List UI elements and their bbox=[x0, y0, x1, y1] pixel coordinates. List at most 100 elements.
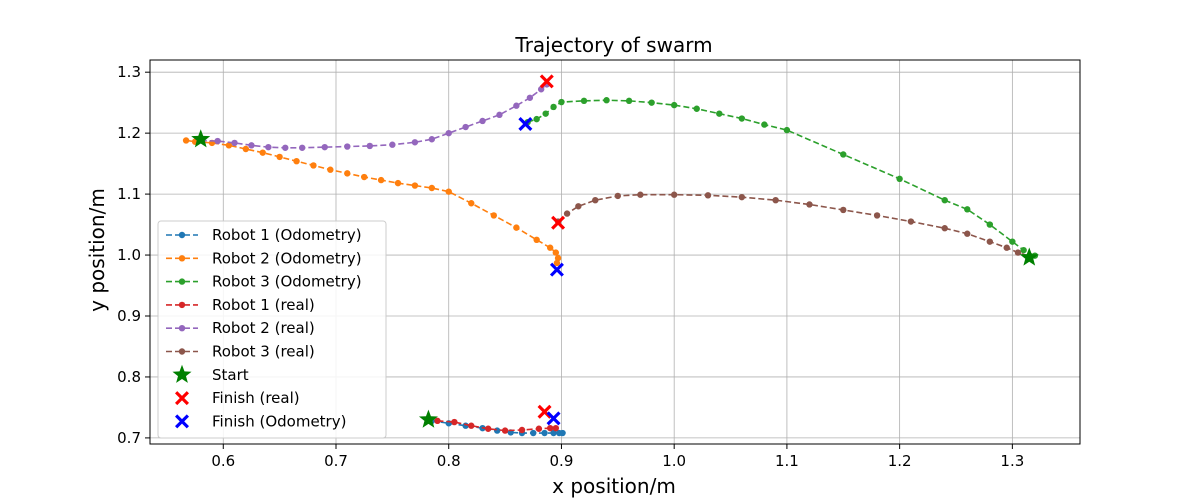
x-tick-label: 1.0 bbox=[662, 452, 686, 470]
robot-2-odometry-point bbox=[293, 157, 300, 165]
legend-label: Finish (real) bbox=[212, 389, 300, 407]
axis-ticks: 0.6 0.7 0.8 0.9 1.0 1.1 1.2 1.3 0.7 0.8 0.9 1.0 1.1 1… bbox=[117, 63, 1024, 470]
plot-frame bbox=[149, 59, 1081, 445]
x-tick-label: 1.1 bbox=[775, 452, 799, 470]
robot-1-real-point bbox=[501, 427, 509, 434]
robot-2-odometry-point bbox=[533, 236, 540, 244]
robot-2-odometry-point bbox=[394, 179, 402, 187]
legend-item-start: Start bbox=[172, 364, 249, 384]
x-tick-label: 0.8 bbox=[437, 452, 461, 470]
robot-2-odometry-point bbox=[411, 182, 419, 189]
robot-2-real-point bbox=[428, 136, 436, 143]
robot-2-real-point bbox=[214, 137, 221, 145]
robot-2-real-point bbox=[479, 117, 486, 125]
legend-label: Robot 1 (real) bbox=[212, 296, 315, 314]
robot-2-odometry-point bbox=[445, 188, 452, 195]
robot-1-real-point bbox=[451, 418, 458, 426]
robot-2-odometry-point bbox=[468, 200, 475, 207]
robot-2-odometry-point bbox=[242, 145, 250, 153]
legend-x-icon bbox=[175, 414, 189, 429]
robot-3-real-point bbox=[637, 191, 644, 198]
robot-2-real-point bbox=[298, 144, 306, 151]
robot-3-real-point bbox=[563, 210, 571, 217]
legend-swatch-marker bbox=[178, 348, 186, 355]
robot-3-real-point bbox=[592, 196, 599, 204]
legend-star-icon bbox=[172, 364, 192, 383]
legend-label: Robot 2 (real) bbox=[212, 319, 315, 337]
y-tick-label: 1.2 bbox=[117, 124, 141, 142]
robot-2-odometry-point bbox=[327, 166, 334, 173]
robot-3-odometry-point bbox=[693, 105, 700, 112]
robot-3-real-point bbox=[806, 201, 813, 208]
legend-label: Robot 3 (Odometry) bbox=[212, 273, 362, 291]
robot-3-odometry-point bbox=[542, 110, 549, 117]
robot-3-real-point bbox=[670, 191, 678, 198]
robot-3-odometry-point bbox=[716, 110, 723, 117]
robot-3-odometry-point bbox=[550, 103, 557, 111]
robot-2-odometry-point bbox=[276, 153, 283, 161]
robot-2-real-point bbox=[265, 143, 272, 151]
robot-3-odometry-point bbox=[533, 115, 540, 123]
legend-item-robot-3-odometry: Robot 3 (Odometry) bbox=[166, 273, 362, 291]
robot-2-odometry-point bbox=[360, 173, 368, 181]
robot-3-real-point bbox=[873, 212, 881, 219]
legend-x-icon bbox=[175, 391, 189, 406]
legend-item-robot-2-odometry: Robot 2 (Odometry) bbox=[166, 249, 362, 267]
y-tick-label: 1.0 bbox=[117, 246, 141, 264]
marker-layer bbox=[191, 74, 1039, 428]
robot-2-real-point bbox=[344, 143, 351, 150]
legend-swatch-marker bbox=[178, 325, 186, 332]
x-tick-label: 1.3 bbox=[1000, 452, 1024, 470]
x-tick-label: 0.9 bbox=[550, 452, 574, 470]
robot-2-real-point bbox=[462, 123, 469, 131]
legend-item-finish-real: Finish (real) bbox=[175, 389, 300, 407]
legend-swatch-marker bbox=[178, 278, 186, 285]
robot-1-odometry-point bbox=[541, 429, 548, 437]
robot-3-odometry-point bbox=[670, 101, 678, 109]
x-axis-title: x position/m bbox=[552, 474, 676, 498]
robot-2-odometry-point bbox=[310, 162, 317, 169]
robot-2-real-point bbox=[248, 142, 255, 149]
robot-3-real-point bbox=[772, 196, 779, 204]
robot-3-odometry-point bbox=[1020, 246, 1027, 254]
robot-2-real-point bbox=[496, 111, 503, 119]
robot-2-odometry-point bbox=[259, 149, 266, 156]
legend-label: Finish (Odometry) bbox=[212, 412, 346, 430]
legend-label: Start bbox=[212, 366, 249, 384]
robot-1-odometry-point bbox=[494, 427, 501, 434]
robot-3-real-point bbox=[1014, 249, 1022, 256]
finish-real-marker bbox=[539, 74, 554, 89]
x-tick-label: 1.2 bbox=[888, 452, 912, 470]
robot-2-real-point bbox=[282, 144, 289, 151]
robot-1-real-point bbox=[546, 424, 554, 432]
legend-label: Robot 1 (Odometry) bbox=[212, 226, 362, 244]
start-marker bbox=[191, 129, 211, 148]
robot-2-odometry-point bbox=[182, 137, 190, 144]
robot-2-odometry-point bbox=[554, 254, 562, 262]
y-tick-label: 1.3 bbox=[117, 63, 141, 81]
robot-3-real-point bbox=[907, 218, 915, 225]
robot-3-odometry-point bbox=[580, 97, 588, 105]
legend: Robot 1 (Odometry) Robot 2 (Odometry) Robo… bbox=[157, 220, 387, 439]
robot-3-odometry-point bbox=[738, 115, 746, 122]
robot-3-real-point bbox=[941, 225, 948, 232]
y-tick-label: 0.9 bbox=[117, 307, 141, 325]
robot-1-real-point bbox=[468, 422, 475, 429]
robot-3-real-point bbox=[840, 206, 847, 214]
robot-1-odometry-point bbox=[550, 429, 557, 437]
x-tick-label: 0.7 bbox=[324, 452, 348, 470]
robot-2-real-point bbox=[526, 94, 534, 101]
finish-real-marker bbox=[551, 215, 566, 230]
robot-1-odometry-point bbox=[559, 429, 566, 437]
robot-2-odometry-point bbox=[513, 224, 520, 231]
robot-1-real-point bbox=[484, 425, 492, 432]
robot-3-real-point bbox=[738, 193, 746, 201]
y-axis-title: y position/m bbox=[85, 188, 109, 312]
legend-item-robot-2-real: Robot 2 (real) bbox=[166, 319, 315, 337]
robot-3-odometry-point bbox=[840, 151, 847, 158]
robot-1-odometry-point bbox=[530, 429, 537, 437]
finish-odometry-marker bbox=[546, 411, 561, 426]
finish-odometry-marker bbox=[549, 262, 564, 277]
robot-1-real-point bbox=[535, 425, 543, 432]
